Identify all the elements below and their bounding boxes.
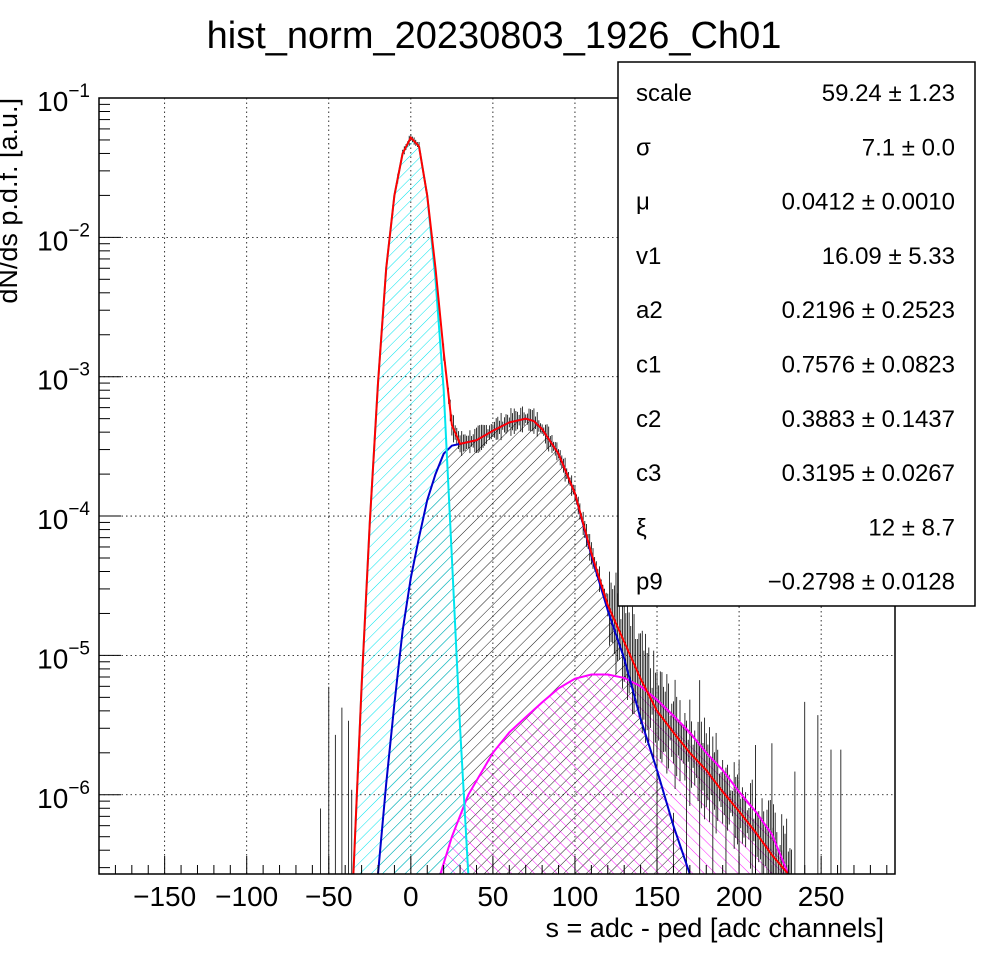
x-tick-label: −50 [305, 881, 353, 912]
stat-value: 0.2196 ± 0.2523 [782, 297, 955, 324]
y-axis: 10−6 10−5 10−4 10−3 10−2 10−1 [37, 81, 121, 869]
x-axis: −150 −100 −50 0 50 100 150 200 250 [98, 856, 888, 912]
stat-value: 0.3883 ± 0.1437 [782, 406, 955, 433]
stat-name: c3 [636, 460, 661, 487]
x-tick-label: 50 [477, 881, 508, 912]
stat-name: v1 [636, 243, 661, 270]
stat-value: 0.0412 ± 0.0010 [782, 189, 955, 216]
stat-name: p9 [636, 569, 663, 596]
hatched-second-curve [439, 673, 790, 874]
y-tick-label: 10−6 [37, 778, 90, 814]
x-axis-label: s = adc - ped [adc channels] [546, 913, 884, 943]
stat-value: 59.24 ± 1.23 [822, 80, 955, 107]
stat-name: σ [636, 134, 651, 161]
stat-name: a2 [636, 297, 663, 324]
hatched-second-area [440, 674, 789, 874]
fit-total-curve [352, 135, 790, 874]
stat-name: ξ [636, 514, 647, 541]
stat-value: 12 ± 8.7 [868, 514, 955, 541]
x-tick-label: 0 [403, 881, 419, 912]
x-tick-label: 100 [552, 881, 599, 912]
stat-value: −0.2798 ± 0.0128 [768, 569, 955, 596]
y-tick-label: 10−2 [37, 220, 90, 256]
x-tick-label: 250 [798, 881, 845, 912]
stat-value: 16.09 ± 5.33 [822, 243, 955, 270]
x-tick-label: −100 [215, 881, 278, 912]
y-tick-label: 10−1 [37, 81, 90, 117]
y-tick-label: 10−4 [37, 499, 90, 535]
stat-name: c1 [636, 352, 661, 379]
y-tick-label: 10−5 [37, 638, 90, 674]
fit-stats-box: scale 59.24 ± 1.23 σ 7.1 ± 0.0 μ 0.0412 ± 0.0… [617, 61, 976, 607]
stat-value: 0.7576 ± 0.0823 [782, 352, 955, 379]
stat-name: c2 [636, 406, 661, 433]
stat-name: scale [636, 80, 692, 107]
hatched-pedestal-area [353, 137, 469, 874]
stat-value: 0.3195 ± 0.0267 [782, 460, 955, 487]
x-tick-label: 150 [634, 881, 681, 912]
stat-name: μ [636, 189, 650, 216]
y-axis-label: dN/ds p.d.f. [a.u.] [0, 98, 23, 304]
component-fills [353, 137, 789, 874]
x-tick-label: 200 [716, 881, 763, 912]
x-tick-label: −150 [133, 881, 196, 912]
y-tick-label: 10−3 [37, 360, 90, 396]
stats-box-frame [617, 61, 976, 607]
chart-title: hist_norm_20230803_1926_Ch01 [207, 15, 782, 57]
stat-value: 7.1 ± 0.0 [862, 134, 955, 161]
fit-curves [352, 135, 790, 874]
